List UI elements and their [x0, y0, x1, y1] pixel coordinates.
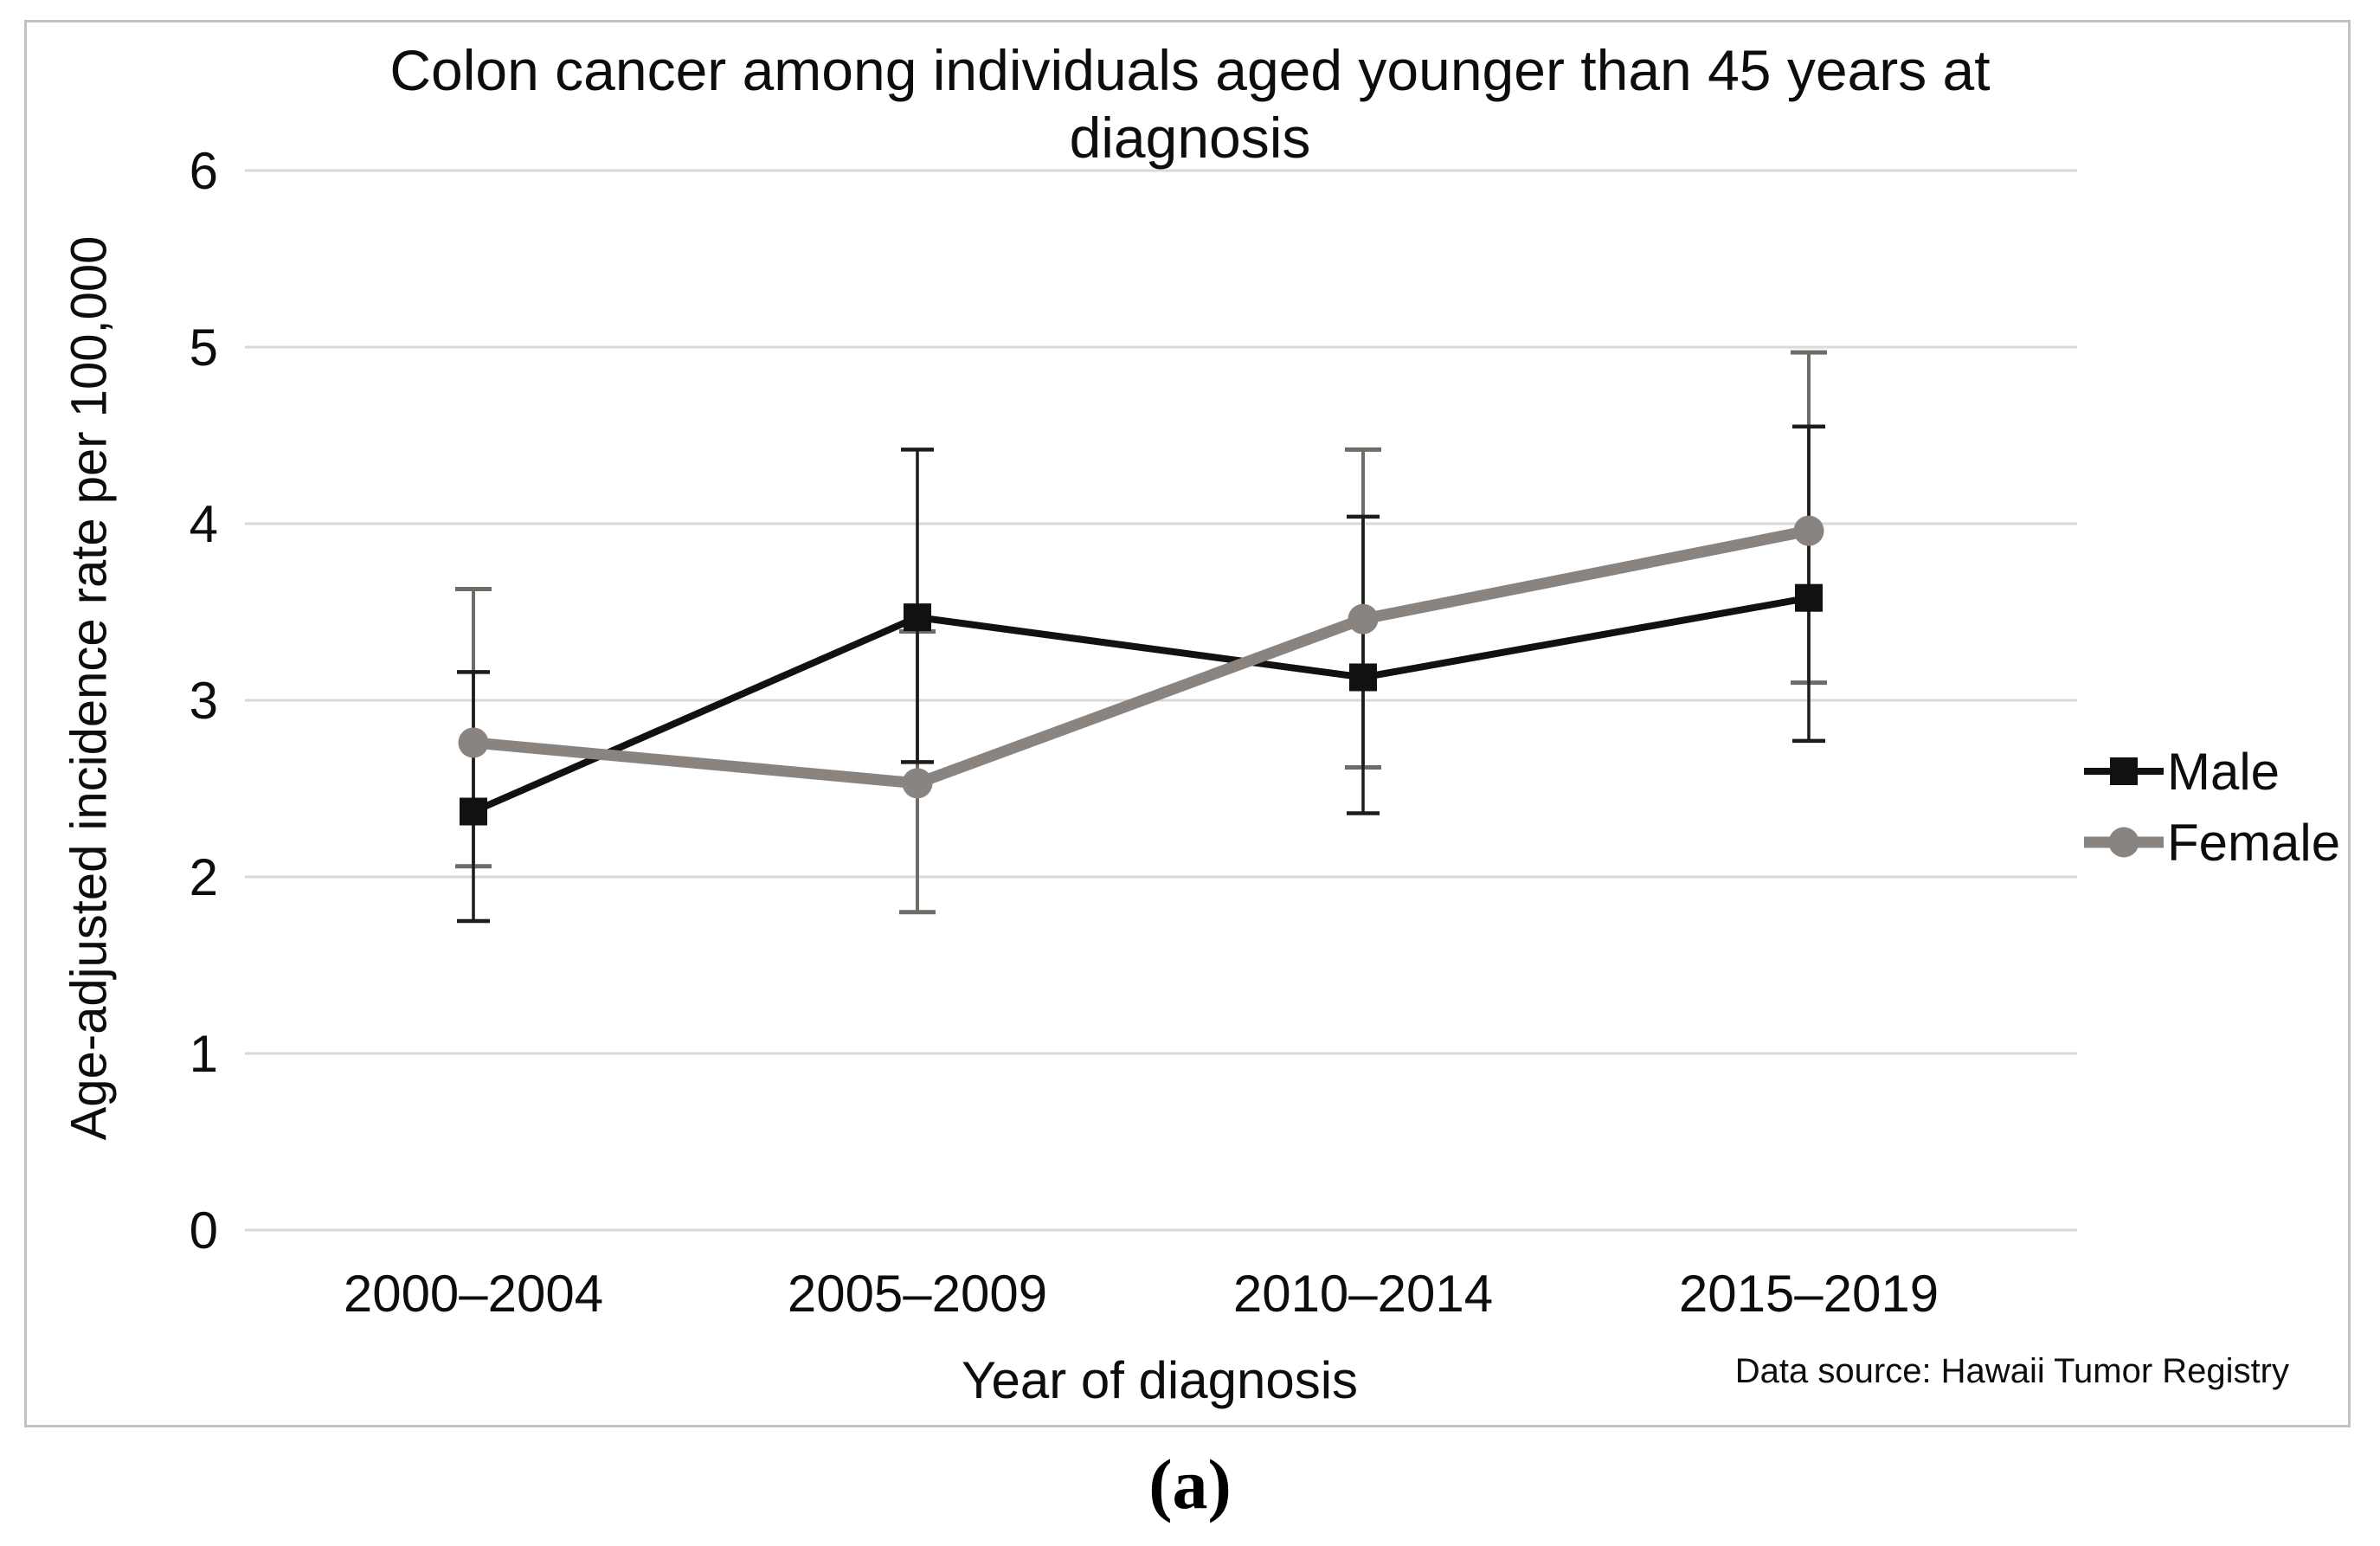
male-data-point — [904, 603, 931, 632]
male-data-point — [1795, 583, 1823, 612]
y-tick-label: 1 — [190, 1025, 218, 1083]
y-tick-label: 4 — [190, 495, 218, 553]
y-tick-label: 0 — [190, 1201, 218, 1259]
legend-item-female: Female — [2084, 813, 2341, 872]
x-tick-label: 2010–2014 — [1233, 1265, 1493, 1323]
male-series-line — [472, 594, 1810, 815]
data-source-note: Data source: Hawaii Tumor Registry — [1734, 1352, 2289, 1390]
y-tick-label: 3 — [190, 672, 218, 730]
chart-title-line1: Colon cancer among individuals aged youn… — [389, 38, 1991, 102]
figure-caption: (a) — [1148, 1445, 1232, 1523]
female-data-point — [902, 768, 933, 799]
chart-title: Colon cancer among individuals aged youn… — [0, 36, 2380, 171]
x-axis-label: Year of diagnosis — [961, 1351, 1359, 1409]
female-series-line — [473, 525, 1811, 789]
x-tick-label: 2015–2019 — [1679, 1265, 1939, 1323]
x-tick-label: 2005–2009 — [788, 1265, 1047, 1323]
y-tick-label: 6 — [190, 142, 218, 200]
legend: Male Female — [2084, 742, 2341, 872]
y-tick-label: 2 — [190, 848, 218, 906]
male-data-point — [460, 797, 487, 826]
female-data-point — [1793, 515, 1824, 546]
female-data-point — [458, 727, 489, 758]
male-series-marker-icon — [2084, 757, 2164, 785]
male-data-point — [1349, 663, 1377, 692]
female-data-point — [1348, 603, 1379, 635]
legend-label-male: Male — [2167, 742, 2280, 801]
chart-title-line2: diagnosis — [1069, 106, 1311, 170]
y-tick-label: 5 — [190, 319, 218, 377]
figure-frame — [24, 20, 2351, 1427]
female-series-marker-icon — [2084, 827, 2164, 858]
legend-item-male: Male — [2084, 742, 2340, 801]
x-tick-label: 2000–2004 — [344, 1265, 603, 1323]
legend-label-female: Female — [2167, 813, 2341, 872]
